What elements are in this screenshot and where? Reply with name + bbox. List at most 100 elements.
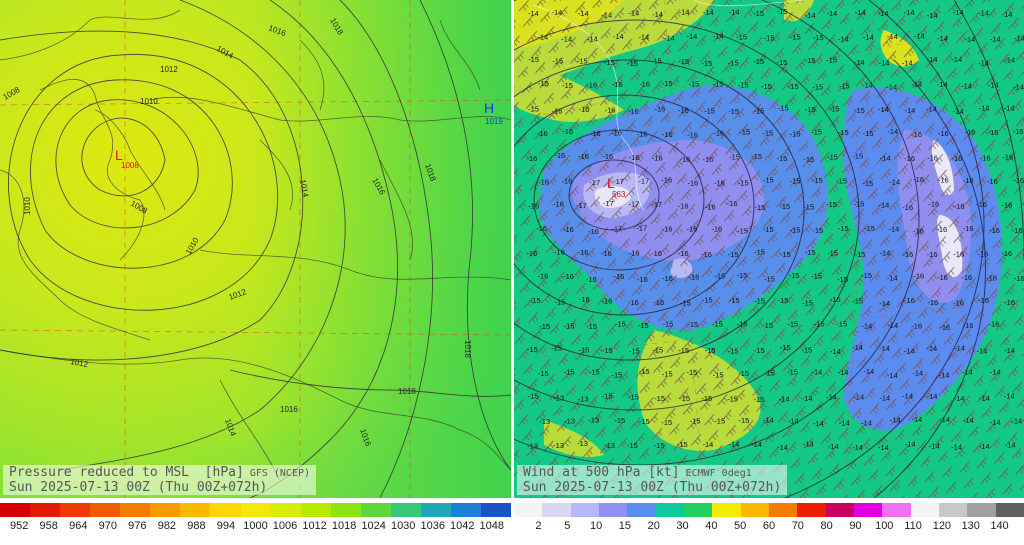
temperature-label: -13 xyxy=(564,417,575,426)
scale-swatch xyxy=(768,503,798,517)
temperature-label: -14 xyxy=(827,9,838,18)
pressure-map: 1014 1016 1018 1012 1010 1008 1010 1010 … xyxy=(0,0,511,498)
temperature-label: -14 xyxy=(887,273,898,282)
temperature-label: -15 xyxy=(530,296,541,305)
temperature-label: -16 xyxy=(965,127,976,136)
temperature-label: -15 xyxy=(789,271,800,280)
low-pressure-marker: L xyxy=(115,147,123,163)
temperature-label: -15 xyxy=(861,271,872,280)
temperature-label: -16 xyxy=(628,298,639,307)
scale-swatch xyxy=(938,503,968,517)
temperature-label: -16 xyxy=(1002,200,1013,209)
temperature-label: -14 xyxy=(805,11,816,20)
temperature-label: -15 xyxy=(701,394,712,403)
temperature-label: -17 xyxy=(589,178,600,187)
temperature-label: -16 xyxy=(953,249,964,258)
temperature-label: -16 xyxy=(903,250,914,259)
temperature-label: -14 xyxy=(853,392,864,401)
temperature-label: -16 xyxy=(913,272,924,281)
scale-label: 50 xyxy=(734,520,747,532)
temperature-label: -15 xyxy=(687,320,698,329)
temperature-label: -14 xyxy=(652,10,663,19)
temperature-label: -14 xyxy=(826,392,837,401)
map-info-box: Pressure reduced to MSL [hPa] GFS (NCEP) … xyxy=(3,465,317,495)
temperature-label: -14 xyxy=(1011,416,1022,425)
scale-swatch xyxy=(570,503,599,517)
temperature-label: -16 xyxy=(680,155,691,164)
temperature-label: -14 xyxy=(830,347,841,356)
temperature-label: -15 xyxy=(662,370,673,379)
model-name: ECMWF 0deg1 xyxy=(685,468,752,479)
scale-swatch xyxy=(712,503,741,517)
temperature-label: -15 xyxy=(639,417,650,426)
temperature-label: -15 xyxy=(677,440,688,449)
scale-swatch xyxy=(60,503,91,517)
temperature-label: -15 xyxy=(638,321,649,330)
temperature-label: -16 xyxy=(578,248,589,257)
temperature-label: -16 xyxy=(1014,274,1024,283)
temperature-label: -16 xyxy=(678,202,689,211)
temperature-label: -16 xyxy=(980,153,991,162)
temperature-label: -15 xyxy=(829,105,840,114)
temperature-label: -16 xyxy=(904,296,915,305)
temperature-label: -15 xyxy=(830,295,841,304)
temperature-label: -14 xyxy=(954,394,965,403)
temperature-label: -15 xyxy=(777,154,788,163)
temperature-label: -15 xyxy=(528,105,539,114)
temperature-label: -16 xyxy=(614,272,625,281)
temperature-label: -16 xyxy=(601,249,612,258)
scale-label: 15 xyxy=(618,520,632,532)
temperature-label: -16 xyxy=(952,154,963,163)
temperature-label: -13 xyxy=(604,441,615,450)
temperature-label: -15 xyxy=(751,152,762,161)
temperature-label: -16 xyxy=(651,249,662,258)
temperature-label: -15 xyxy=(654,394,665,403)
scale-swatch xyxy=(598,503,628,517)
temperature-label: -14 xyxy=(927,55,938,64)
temperature-label: -16 xyxy=(538,177,549,186)
scale-swatch xyxy=(0,503,31,517)
temperature-label: -15 xyxy=(663,320,674,329)
temperature-label: -14 xyxy=(886,83,897,92)
temperature-label: -14 xyxy=(905,440,916,449)
wind-color-scale: 2 5 10 15 20 30 40 50 60 70 80 90 100 110 120 130 140 xyxy=(514,503,1024,545)
temperature-label: -16 xyxy=(655,105,666,114)
temperature-label: -15 xyxy=(738,81,749,90)
scale-swatch xyxy=(210,503,241,517)
temperature-label: -15 xyxy=(728,250,739,259)
temperature-label: -14 xyxy=(763,416,774,425)
temperature-label: -14 xyxy=(988,81,999,90)
temperature-label: -16 xyxy=(953,298,964,307)
scale-swatch xyxy=(825,503,854,517)
temperature-label: -14 xyxy=(1004,346,1015,355)
temperature-label: -14 xyxy=(912,415,923,424)
temperature-label: -15 xyxy=(763,225,774,234)
temperature-label: -17 xyxy=(576,201,587,210)
temperature-label: -14 xyxy=(911,79,922,88)
temperature-label: -14 xyxy=(880,249,891,258)
temperature-label: -14 xyxy=(561,35,572,44)
temperature-label: -16 xyxy=(611,129,622,138)
temperature-label: -14 xyxy=(937,80,948,89)
temperature-label: -15 xyxy=(779,202,790,211)
temperature-label: -15 xyxy=(661,418,672,427)
temperature-label: -15 xyxy=(813,33,824,42)
temperature-label: -15 xyxy=(812,83,823,92)
scale-label: 958 xyxy=(39,520,58,532)
temperature-label: -14 xyxy=(679,7,690,16)
valid-time: Sun 2025-07-13 00Z (Thu 00Z+072h) xyxy=(9,480,268,495)
temperature-label: -15 xyxy=(788,82,799,91)
temperature-label: -15 xyxy=(577,57,588,66)
temperature-label: -15 xyxy=(777,7,788,16)
temperature-label: -14 xyxy=(890,416,901,425)
temperature-label: -14 xyxy=(990,34,1001,43)
temperature-label: -15 xyxy=(754,346,765,355)
scale-label: 5 xyxy=(564,520,571,532)
temperature-label: -15 xyxy=(802,299,813,308)
temperature-label: -16 xyxy=(977,250,988,259)
temperature-label: -16 xyxy=(703,155,714,164)
temperature-label: -14 xyxy=(729,440,740,449)
temperature-label: -14 xyxy=(628,9,639,18)
temperature-label: -14 xyxy=(978,58,989,67)
temperature-label: -14 xyxy=(687,32,698,41)
